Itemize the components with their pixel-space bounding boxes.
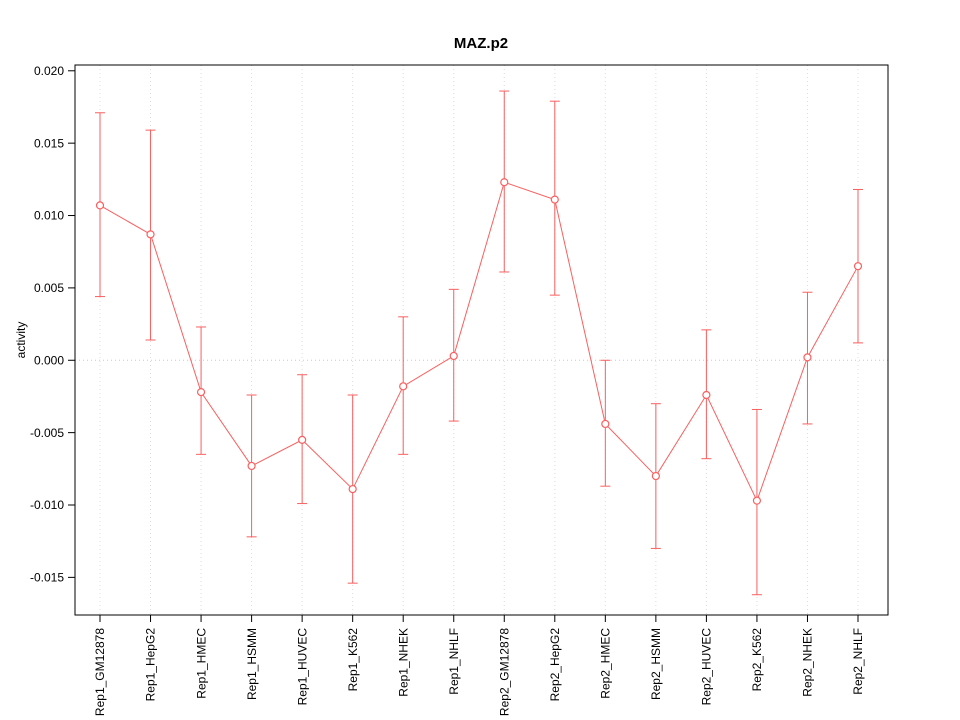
data-point bbox=[702, 390, 711, 400]
x-tick-label: Rep1_NHEK bbox=[396, 628, 410, 697]
y-tick-label: 0.000 bbox=[34, 353, 64, 367]
plot-area: -0.015 -0.010 -0.005 0.000 0.005 0.010 0.015 0.… bbox=[30, 64, 889, 716]
x-tick-label: Rep2_HMEC bbox=[599, 628, 613, 699]
data-point bbox=[752, 496, 762, 505]
data-point bbox=[601, 419, 610, 429]
data-point bbox=[247, 461, 256, 471]
x-tick-label: Rep2_NHEK bbox=[801, 628, 815, 697]
x-tick-label: Rep2_NHLF bbox=[851, 628, 865, 695]
y-tick-label: -0.010 bbox=[30, 498, 64, 512]
x-tick-label: Rep2_HSMM bbox=[649, 628, 663, 700]
data-point bbox=[399, 382, 408, 391]
data-point bbox=[500, 178, 509, 187]
data-point bbox=[196, 388, 206, 397]
data-point bbox=[803, 353, 812, 362]
y-tick-label: 0.020 bbox=[34, 64, 64, 78]
data-point bbox=[651, 471, 660, 481]
x-tick-label: Rep1_HMEC bbox=[194, 628, 208, 699]
x-tick-label: Rep1_HUVEC bbox=[295, 628, 309, 706]
x-tick-label: Rep1_HSMM bbox=[245, 628, 259, 700]
plot-border bbox=[74, 64, 889, 616]
y-tick-label: 0.005 bbox=[34, 281, 64, 295]
data-point bbox=[146, 230, 155, 239]
x-tick-label: Rep2_K562 bbox=[750, 628, 764, 692]
data-point bbox=[550, 195, 559, 204]
x-tick-label: Rep2_HUVEC bbox=[700, 628, 714, 706]
x-tick-label: Rep2_GM12878 bbox=[497, 628, 511, 716]
data-point bbox=[95, 201, 105, 210]
y-tick-label: 0.010 bbox=[34, 209, 64, 223]
x-tick-label: Rep2_HepG2 bbox=[548, 628, 562, 702]
y-tick-label: -0.005 bbox=[30, 426, 64, 440]
data-point bbox=[853, 262, 863, 271]
x-tick-label: Rep1_HepG2 bbox=[144, 628, 158, 702]
data-point bbox=[348, 484, 357, 494]
x-tick-label: Rep1_GM12878 bbox=[93, 628, 107, 716]
y-tick-label: 0.015 bbox=[34, 136, 64, 150]
x-tick-label: Rep1_K562 bbox=[346, 628, 360, 692]
y-axis-label: activity bbox=[14, 322, 28, 359]
x-tick-label: Rep1_NHLF bbox=[447, 628, 461, 695]
data-point bbox=[298, 435, 307, 444]
series-line bbox=[99, 181, 859, 502]
chart-title: MAZ.p2 bbox=[454, 35, 508, 52]
y-tick-label: -0.015 bbox=[30, 571, 64, 585]
data-point bbox=[449, 351, 458, 361]
